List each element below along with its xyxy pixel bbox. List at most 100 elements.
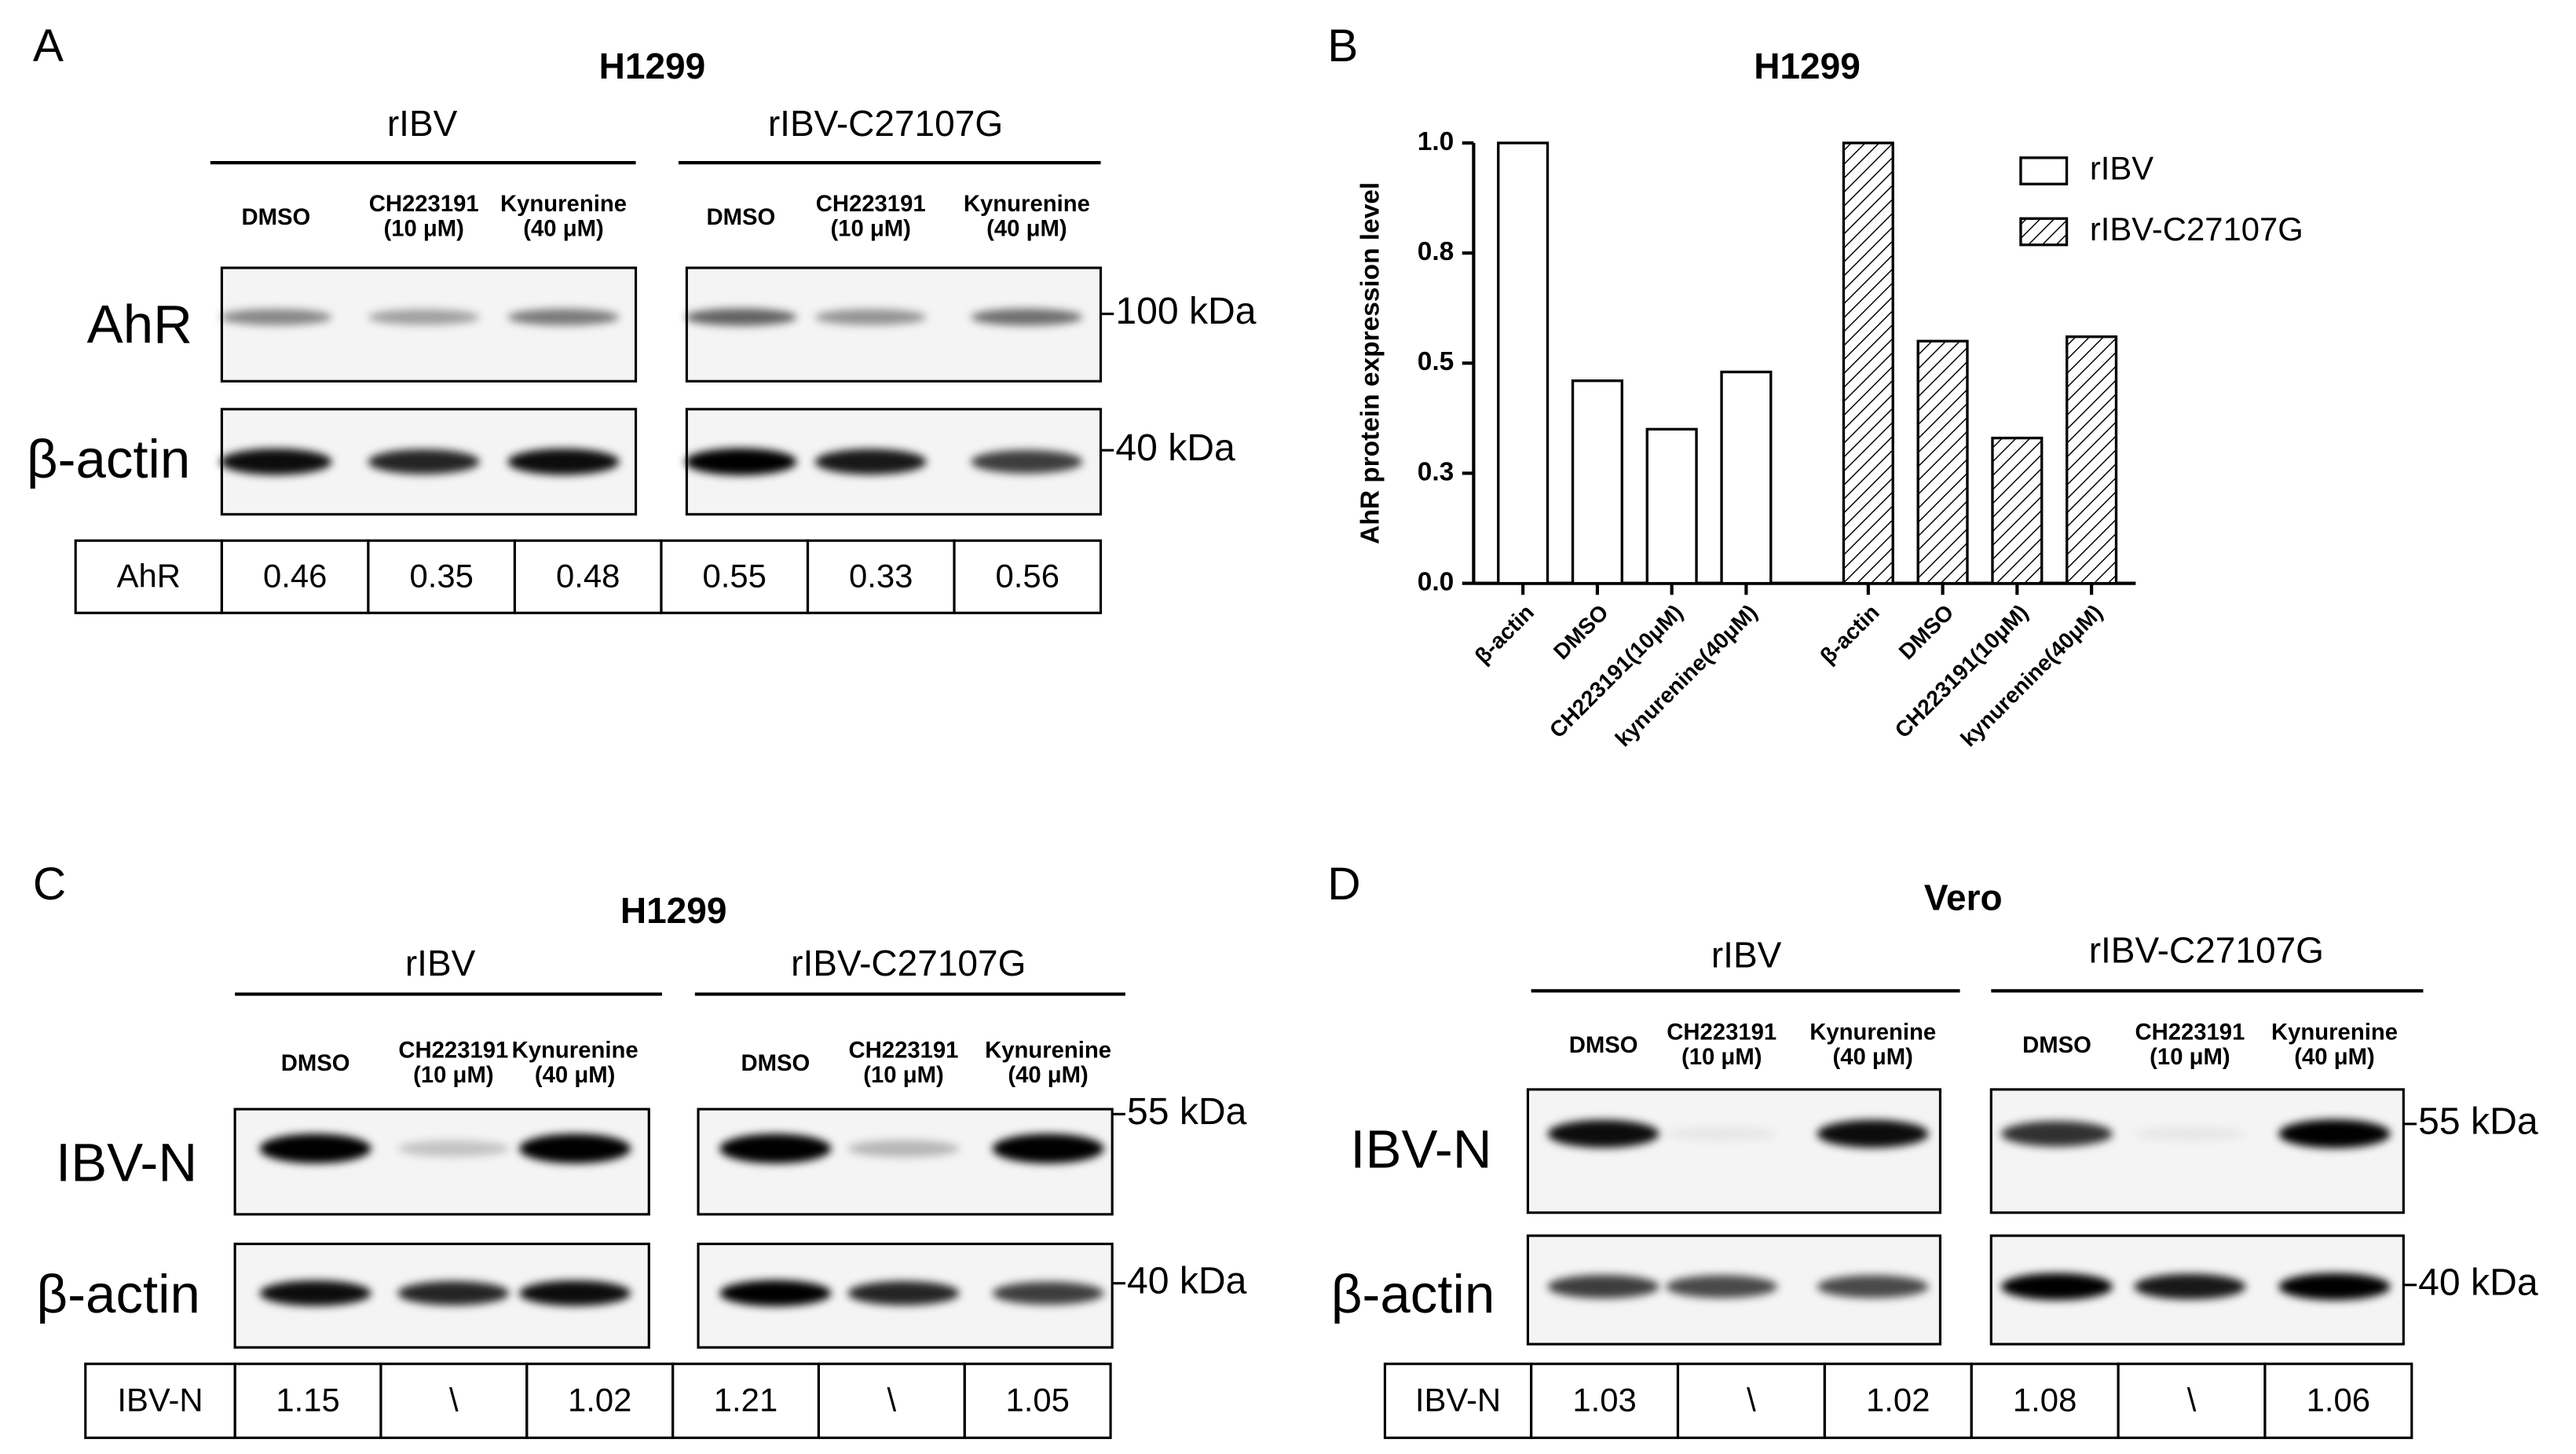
band [1547,1274,1659,1298]
table-text: 1.02 [1866,1381,1930,1418]
blot-box [1989,1088,2405,1214]
band [397,1280,510,1306]
band [368,309,480,325]
lane-label: DMSO [281,1050,350,1076]
lane-label: DMSO [707,204,776,230]
band [847,1280,960,1306]
bar [1645,427,1698,585]
lane-label: Kynurenine [964,191,1090,217]
x-tick-label: DMSO [1548,599,1612,664]
band [814,449,927,475]
lane-label: Kynurenine [2271,1020,2398,1046]
panel-letter: B [1327,20,1358,71]
band [719,1280,832,1306]
marker-label: 40 kDa [1127,1259,1247,1302]
y-tick-label: 0.3 [1418,457,1454,486]
group-label: rIBV-C27107G [2089,929,2324,970]
lane-label: Kynurenine [1809,1020,1936,1046]
lane-label: DMSO [2022,1032,2091,1058]
row-label: AhR [87,295,192,355]
marker-label: 55 kDa [1127,1090,1247,1133]
lane-label: DMSO [242,204,311,230]
band [685,448,797,475]
x-tick-label: DMSO [1894,599,1958,664]
table-text: 0.55 [703,557,767,594]
table-text: 1.02 [568,1381,631,1418]
lane-label: (10 μM) [383,216,463,242]
band [847,1140,960,1158]
table-text: \ [2187,1381,2197,1418]
row-label: IBV-N [1350,1119,1491,1180]
lane-label: (40 μM) [535,1062,615,1088]
x-tick-label: kynurenine(40μM) [1610,599,1762,751]
bar [2066,335,2118,585]
lane-label: Kynurenine [512,1038,639,1064]
lane-label: (10 μM) [1681,1044,1762,1070]
y-tick-label: 0.8 [1418,237,1454,266]
table-text: IBV-N [117,1381,203,1418]
lane-label: CH223191 [369,191,479,217]
marker-label: 40 kDa [2418,1262,2538,1304]
group-label: rIBV [405,943,476,983]
row-label: β-actin [27,429,190,489]
bar [1497,141,1550,585]
chart-title: H1299 [1754,46,1861,86]
lane-label: (10 μM) [2150,1044,2230,1070]
panel-letter: C [33,859,66,910]
lane-label: (40 μM) [1008,1062,1088,1088]
bar [1720,370,1773,585]
marker-label: 40 kDa [1115,427,1235,469]
panel-letter: A [33,20,64,71]
x-tick-label: β-actin [1469,599,1539,668]
table-text: 0.48 [556,557,620,594]
band [992,1281,1104,1305]
table-text: \ [887,1381,897,1418]
lane-label: CH223191 [2135,1020,2245,1046]
band [368,449,480,474]
band [971,449,1083,474]
band [2134,1273,2246,1300]
group-label: rIBV [1711,935,1782,976]
band [1666,1126,1778,1141]
table-cell [953,539,1103,614]
table-text: 1.05 [1005,1381,1069,1418]
band [1547,1119,1659,1148]
band [2134,1126,2246,1141]
band [971,308,1083,326]
table-cell [963,1362,1112,1439]
lane-label: Kynurenine [985,1038,1111,1064]
bar [1916,339,1969,585]
lane-label: CH223191 [816,191,926,217]
group-label: rIBV [387,103,458,144]
band [992,1134,1104,1164]
legend-label: rIBV [2090,150,2153,187]
band [397,1140,510,1157]
lane-label: (40 μM) [2294,1044,2374,1070]
band [2000,1273,2113,1301]
row-label: β-actin [1331,1264,1495,1324]
y-axis-label: AhR protein expression level [1356,182,1385,544]
band [259,1134,371,1164]
band [719,1134,832,1164]
lane-label: CH223191 [849,1038,959,1064]
lane-label: (40 μM) [986,216,1067,242]
x-tick-label: β-actin [1815,599,1884,668]
table-text: IBV-N [1415,1381,1501,1418]
table-text: \ [1747,1381,1756,1418]
table-text: 1.06 [2307,1381,2370,1418]
lane-label: Kynurenine [500,191,627,217]
legend-swatch [2019,156,2069,185]
band [220,449,332,475]
table-text: 1.15 [276,1381,339,1418]
lane-label: CH223191 [398,1038,508,1064]
band [814,309,927,325]
table-cell [2263,1362,2413,1439]
table-text: 0.56 [996,557,1059,594]
table-text: 0.35 [409,557,473,594]
row-label: IBV-N [56,1132,197,1192]
x-tick-label: kynurenine(40μM) [1956,599,2107,751]
legend-swatch [2019,217,2069,247]
band [507,309,620,326]
group-label: rIBV-C27107G [768,103,1003,144]
